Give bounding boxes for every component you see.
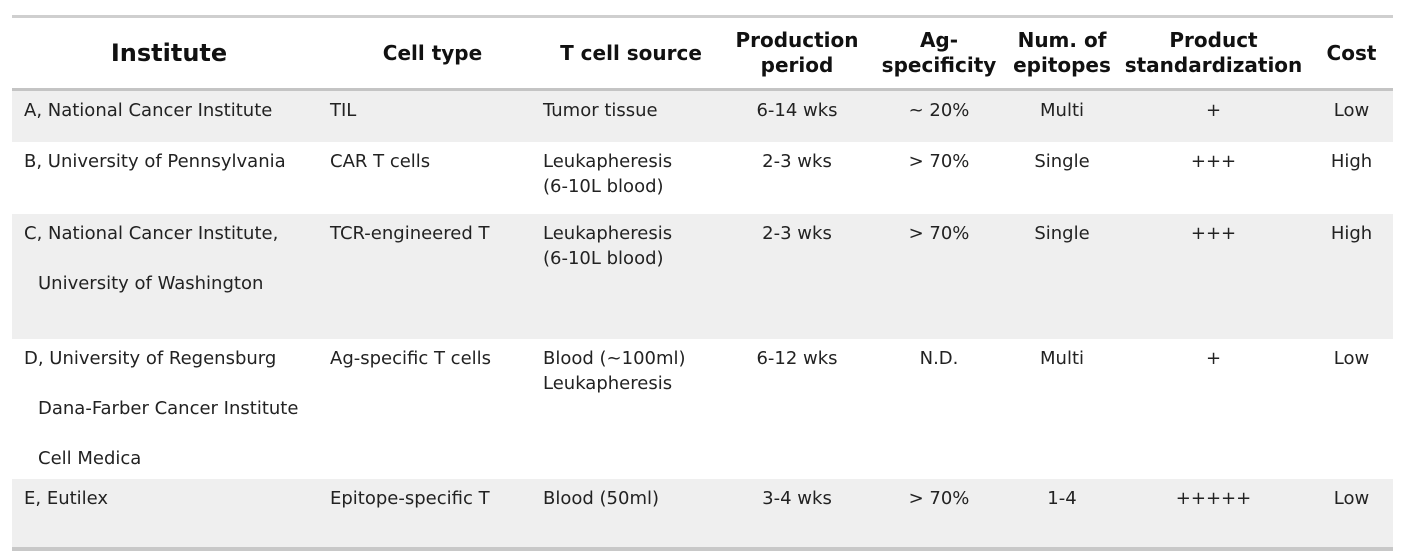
header-row: Institute Cell type T cell source Produc… — [12, 16, 1393, 91]
cell-cell-type: TCR-engineered T — [326, 213, 539, 339]
cell-cell-type: Ag-specific T cells — [330, 347, 492, 369]
cell-product-standardization: +++++ — [1117, 478, 1310, 549]
comparison-table: Institute Cell type T cell source Produc… — [12, 15, 1393, 551]
institute-line: B, University of Pennsylvania — [24, 150, 286, 172]
header-product-standardization-line-2: standardization — [1124, 53, 1303, 77]
source-line: Leukapheresis — [543, 150, 673, 172]
source-line: (6-10L blood) — [543, 175, 664, 197]
institute-line: D, University of Regensburg — [24, 347, 277, 369]
header-num-epitopes-line-2: epitopes — [1013, 53, 1111, 77]
source-line: Blood (~100ml) — [543, 347, 686, 369]
cell-num-epitopes: Multi — [1007, 89, 1117, 142]
source-line: Tumor tissue — [543, 100, 658, 121]
cell-t-cell-source: Tumor tissue — [539, 89, 723, 142]
cell-institute: D, University of Regensburg Dana-Farber … — [12, 339, 326, 479]
table-row: B, University of Pennsylvania CAR T cell… — [12, 142, 1393, 214]
institute-line: University of Washington — [38, 272, 264, 294]
cell-product-standardization: +++ — [1117, 213, 1310, 339]
institute-line: Cell Medica — [38, 447, 142, 469]
cell-t-cell-source: Blood (~100ml) Leukapheresis — [539, 339, 723, 479]
cell-institute: E, Eutilex — [12, 478, 326, 549]
table-row: D, University of Regensburg Dana-Farber … — [12, 339, 1393, 479]
cell-product-standardization: + — [1205, 347, 1222, 369]
header-ag-specificity-line-2: specificity — [881, 53, 997, 77]
header-production-period-line-1: Production — [735, 28, 859, 52]
header-production-period-line-2: period — [760, 53, 834, 77]
cell-num-epitopes: Single — [1007, 213, 1117, 339]
cell-institute: A, National Cancer Institute — [12, 89, 326, 142]
header-ag-specificity: Ag- specificity — [871, 16, 1007, 91]
cell-t-cell-source: Leukapheresis (6-10L blood) — [539, 142, 723, 214]
header-production-period: Production period — [723, 16, 871, 91]
cell-cost: Low — [1333, 347, 1370, 369]
cell-production-period: 2-3 wks — [723, 213, 871, 339]
header-num-epitopes: Num. of epitopes — [1007, 16, 1117, 91]
cell-ag-specificity: > 70% — [908, 150, 970, 172]
cell-ag-specificity: > 70% — [871, 213, 1007, 339]
cell-ag-specificity: N.D. — [919, 347, 959, 369]
header-product-standardization-line-1: Product — [1169, 28, 1258, 52]
cell-ag-specificity: > 70% — [871, 478, 1007, 549]
source-line: Blood (50ml) — [543, 487, 660, 509]
cell-institute: C, National Cancer Institute, University… — [12, 213, 326, 339]
cell-cell-type: Epitope-specific T — [326, 478, 539, 549]
institute-line: Dana-Farber Cancer Institute — [38, 397, 299, 419]
cell-cell-type: TIL — [326, 89, 539, 142]
cell-production-period: 6-12 wks — [756, 347, 838, 369]
cell-num-epitopes: Multi — [1040, 347, 1084, 369]
cell-cost: Low — [1310, 478, 1393, 549]
header-product-standardization: Product standardization — [1117, 16, 1310, 91]
source-line: Leukapheresis — [543, 222, 673, 244]
cell-production-period: 3-4 wks — [723, 478, 871, 549]
table-row: A, National Cancer Institute TIL Tumor t… — [12, 89, 1393, 142]
header-cost: Cost — [1310, 16, 1393, 91]
header-ag-specificity-line-1: Ag- — [919, 28, 959, 52]
cell-production-period: 6-14 wks — [723, 89, 871, 142]
institute-line: C, National Cancer Institute, — [24, 222, 279, 244]
cell-cell-type: CAR T cells — [330, 150, 431, 172]
cell-num-epitopes: Single — [1034, 150, 1090, 172]
institute-line: A, National Cancer Institute — [24, 100, 273, 121]
table-row: E, Eutilex Epitope-specific T Blood (50m… — [12, 478, 1393, 549]
source-line: (6-10L blood) — [543, 247, 664, 269]
cell-production-period: 2-3 wks — [762, 150, 832, 172]
cell-product-standardization: +++ — [1190, 150, 1237, 172]
header-cell-type: Cell type — [326, 16, 539, 91]
table-row: C, National Cancer Institute, University… — [12, 213, 1393, 339]
institute-line: E, Eutilex — [24, 487, 109, 509]
cell-num-epitopes: 1-4 — [1007, 478, 1117, 549]
cell-cost: Low — [1310, 89, 1393, 142]
cell-t-cell-source: Blood (50ml) — [539, 478, 723, 549]
cell-ag-specificity: ~ 20% — [871, 89, 1007, 142]
cell-cost: High — [1310, 213, 1393, 339]
cell-cost: High — [1330, 150, 1373, 172]
cell-t-cell-source: Leukapheresis (6-10L blood) — [539, 213, 723, 339]
header-num-epitopes-line-1: Num. of — [1017, 28, 1107, 52]
header-institute: Institute — [12, 16, 326, 91]
cell-institute: B, University of Pennsylvania — [12, 142, 326, 214]
source-line: Leukapheresis — [543, 372, 673, 394]
cell-product-standardization: + — [1117, 89, 1310, 142]
header-t-cell-source: T cell source — [539, 16, 723, 91]
